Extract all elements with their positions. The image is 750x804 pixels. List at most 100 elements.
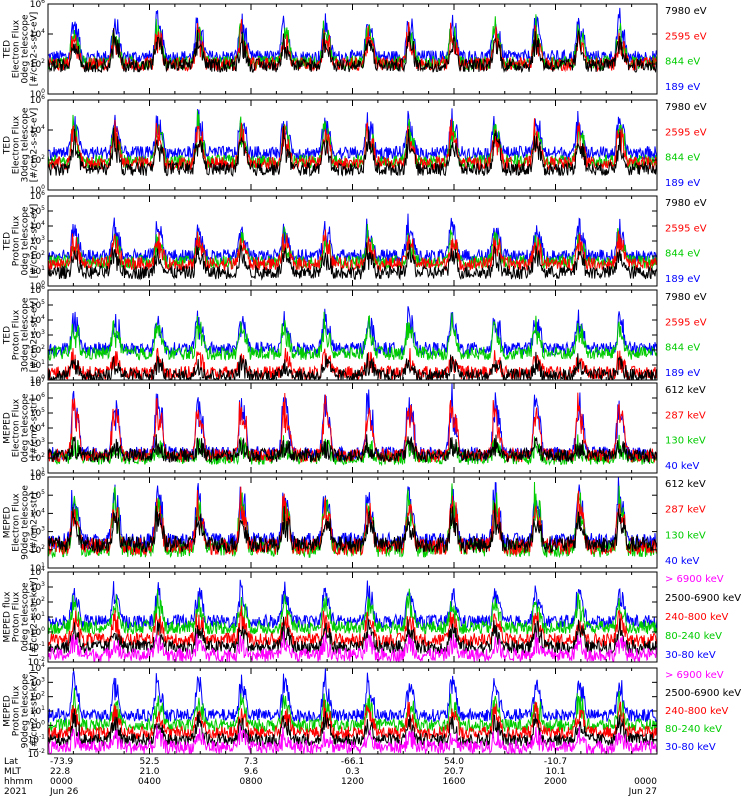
y-axis-label: MEPED flux Proton Flux 0deg telescope [#/cm… <box>3 577 40 656</box>
y-tick-label: 102 <box>30 596 45 608</box>
y-tick-label: 101 <box>30 265 45 277</box>
panel-frame <box>47 3 658 95</box>
y-axis-label-line: [#/cm2-s-str] <box>30 398 40 458</box>
y-axis-label-line: [#/cm2-s-str] <box>30 492 40 552</box>
series-line <box>48 668 657 724</box>
y-tick-label: 104 <box>30 507 45 519</box>
series-line <box>48 502 657 554</box>
y-axis-label-line: MEPED flux <box>3 591 13 643</box>
y-axis-label: TED Proton Flux 30deg telescope [#/cm2-s-st… <box>3 297 40 372</box>
y-tick-label: 102 <box>30 691 45 703</box>
y-axis-label-line: 30deg telescope <box>21 107 31 182</box>
y-tick-label: 107 <box>30 377 45 389</box>
y-axis-label: MEPED Electron Flux 90deg telescope [#/cm2-… <box>3 485 40 560</box>
x-tick-label: 20.7 <box>444 767 464 777</box>
series-line <box>48 579 657 630</box>
series-line <box>48 108 657 162</box>
y-tick-label: 102 <box>30 154 45 166</box>
y-tick-label: 105 <box>30 299 45 311</box>
y-tick-label: 100 <box>30 88 45 100</box>
y-axis-label-line: Electron Flux <box>12 19 22 78</box>
y-axis-label-line: MEPED <box>3 507 13 539</box>
y-tick-label: 104 <box>30 566 45 578</box>
y-tick-label: 102 <box>30 452 45 464</box>
y-axis-label-line: 0deg telescope <box>21 393 31 463</box>
legend-entry: 189 eV <box>665 274 700 285</box>
legend-entry: 2595 eV <box>665 127 707 138</box>
legend-entry: 7980 eV <box>665 292 707 303</box>
series-line <box>48 28 657 74</box>
y-axis-label-line: [#/cm2-s-str-eV] <box>30 204 40 279</box>
x-tick-label: 0000 <box>50 777 73 787</box>
y-tick-label: 101 <box>30 705 45 717</box>
x-tick-label: 9.6 <box>244 767 259 777</box>
panel-frame <box>47 99 658 191</box>
legend-entry: 130 keV <box>665 530 706 541</box>
y-axis-label-line: MEPED <box>3 695 13 727</box>
y-axis-label-line: Electron Flux <box>12 493 22 552</box>
x-tick-label: 22.8 <box>50 767 70 777</box>
series-line <box>48 477 657 551</box>
y-tick-label: 106 <box>30 284 45 296</box>
y-axis-label-line: [#/cm2-s-str-eV] <box>30 298 40 373</box>
legend-entry: 2595 eV <box>665 317 707 328</box>
y-tick-label: 105 <box>30 407 45 419</box>
y-tick-label: 104 <box>30 314 45 326</box>
legend-entry: 2595 eV <box>665 31 707 42</box>
y-axis-label-line: Proton Flux <box>12 215 22 266</box>
y-tick-label: 106 <box>30 190 45 202</box>
y-tick-label: 103 <box>30 235 45 247</box>
x-tick-label: 0400 <box>138 777 161 787</box>
y-tick-label: 101 <box>30 562 45 574</box>
y-tick-label: 100 <box>30 719 45 731</box>
x-tick-label: 0800 <box>240 777 263 787</box>
x-tick-label: -73.9 <box>50 757 74 767</box>
x-tick-label: 1600 <box>443 777 466 787</box>
x-tick-label: -10.7 <box>544 757 567 767</box>
legend-entry: > 6900 keV <box>665 574 724 585</box>
y-axis-label: TED Proton Flux 0deg telescope [#/cm2-s-str… <box>3 204 40 279</box>
legend-entry: 40 keV <box>665 461 699 472</box>
y-axis-label-line: TED <box>3 40 13 59</box>
y-tick-label: 10-2 <box>28 656 46 668</box>
legend-entry: 844 eV <box>665 57 700 68</box>
y-axis-label: TED Electron Flux 0deg telescope [#/cm2-s-s… <box>3 12 40 87</box>
y-axis-label: TED Electron Flux 30deg telescope [#/cm2-s-… <box>3 107 40 182</box>
y-axis-label: MEPED Electron Flux 0deg telescope [#/cm2-s… <box>3 393 40 463</box>
series-line <box>48 7 657 66</box>
legend-entry: 130 keV <box>665 436 706 447</box>
legend-entry: 844 eV <box>665 249 700 260</box>
legend-entry: 40 keV <box>665 556 699 567</box>
legend-entry: 612 keV <box>665 479 706 490</box>
y-axis-label-line: 0deg telescope <box>21 206 31 276</box>
series-line <box>48 213 657 264</box>
legend-entry: 612 keV <box>665 385 706 396</box>
y-tick-label: 101 <box>30 359 45 371</box>
series-line <box>48 588 657 635</box>
x-tick-label: 0.3 <box>345 767 359 777</box>
legend-entry: 7980 eV <box>665 102 707 113</box>
y-axis-label-line: Proton Flux <box>12 309 22 360</box>
legend-entry: 2500-6900 keV <box>665 688 741 699</box>
x-tick-label: 7.3 <box>244 757 258 767</box>
legend-entry: 80-240 keV <box>665 631 722 642</box>
y-tick-label: 104 <box>30 220 45 232</box>
y-tick-label: 103 <box>30 526 45 538</box>
x-tick-label: 54.0 <box>444 757 464 767</box>
legend-entry: 844 eV <box>665 343 700 354</box>
y-tick-label: 100 <box>30 184 45 196</box>
series-line <box>48 434 657 467</box>
y-tick-label: 103 <box>30 676 45 688</box>
y-axis-label-line: [#/cm2-s-str-keV] <box>30 671 40 750</box>
y-axis-label-line: Electron Flux <box>12 398 22 457</box>
series-line <box>48 223 657 270</box>
y-tick-label: 105 <box>30 489 45 501</box>
legend-entry: 7980 eV <box>665 198 707 209</box>
y-axis-label: MEPED Proton Flux 90deg telescope [#/cm2-s-… <box>3 671 40 750</box>
y-tick-label: 103 <box>30 437 45 449</box>
x-axis-row-label: MLT <box>4 767 22 777</box>
y-axis-label-line: 30deg telescope <box>21 297 31 372</box>
series-line <box>48 687 657 734</box>
y-axis-label-line: 0deg telescope <box>21 582 31 652</box>
